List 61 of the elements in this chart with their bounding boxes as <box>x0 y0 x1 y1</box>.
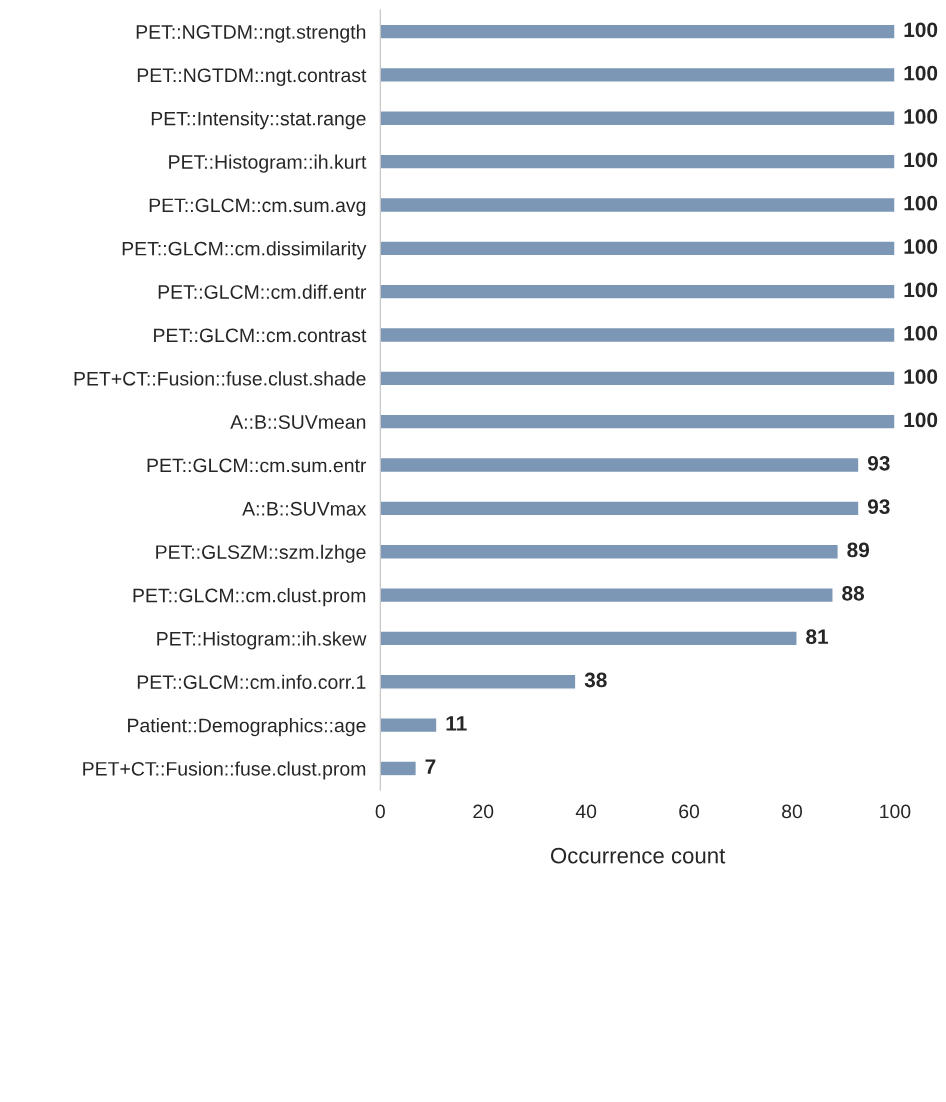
data-label: 11 <box>446 716 467 731</box>
y-tick-label: PET::GLSZM::szm.lzhge <box>156 544 366 563</box>
data-label: 100 <box>904 109 938 124</box>
y-tick-label: A::B::SUVmean <box>230 415 366 429</box>
bar <box>380 760 418 777</box>
data-label: 93 <box>867 499 890 515</box>
y-tick-label: PET::GLCM::cm.dissimilarity <box>122 241 367 260</box>
data-label: 93 <box>867 455 890 471</box>
data-label: 100 <box>904 22 938 38</box>
data-label: 100 <box>904 239 938 254</box>
bar <box>380 413 895 430</box>
y-tick-label: PET+CT::Fusion::fuse.clust.prom <box>83 761 366 780</box>
bar <box>380 23 895 40</box>
bar <box>380 543 840 560</box>
y-tick-label: PET::GLCM::cm.info.corr.1 <box>137 674 366 690</box>
x-tick-label: 0 <box>375 804 385 819</box>
data-label: 100 <box>904 282 938 298</box>
bar <box>380 283 895 300</box>
bar <box>380 587 834 604</box>
x-tick-label: 40 <box>575 804 597 819</box>
data-label: 7 <box>425 759 436 774</box>
y-tick-label: PET::NGTDM::ngt.strength <box>136 24 366 43</box>
x-tick-label: 80 <box>782 804 803 819</box>
bar <box>380 630 798 647</box>
x-tick-label: 60 <box>679 804 700 819</box>
y-tick-label: PET::GLCM::cm.sum.entr <box>147 458 367 473</box>
y-tick-label: PET::GLCM::cm.diff.entr <box>158 284 367 299</box>
bar <box>380 673 577 690</box>
y-tick-label: PET::Intensity::stat.range <box>151 111 366 130</box>
data-label: 100 <box>904 412 938 428</box>
y-tick-label: Patient::Demographics::age <box>128 718 366 737</box>
data-label: 100 <box>904 152 938 168</box>
bar <box>380 500 860 517</box>
data-label: 100 <box>904 195 938 211</box>
x-tick-label: 20 <box>473 804 494 819</box>
bar <box>380 196 895 214</box>
bar <box>380 240 895 257</box>
bar <box>380 456 860 474</box>
x-tick-label: 100 <box>880 804 911 819</box>
y-tick-label: PET::GLCM::cm.contrast <box>154 328 367 343</box>
data-label: 100 <box>904 369 938 384</box>
bar <box>380 370 895 387</box>
bar <box>380 326 895 344</box>
bar <box>380 153 895 170</box>
data-label: 38 <box>584 672 607 688</box>
bar <box>380 66 895 83</box>
data-label: 100 <box>904 325 938 341</box>
y-tick-label: A::B::SUVmax <box>242 501 367 516</box>
y-tick-label: PET::Histogram::ih.skew <box>157 631 367 650</box>
data-label: 89 <box>847 542 870 558</box>
y-tick-label: PET::GLCM::cm.sum.avg <box>149 198 366 217</box>
y-tick-label: PET::GLCM::cm.clust.prom <box>133 588 366 607</box>
bar <box>380 110 895 127</box>
data-label: 100 <box>904 65 938 81</box>
y-tick-label: PET::Histogram::ih.kurt <box>169 154 367 173</box>
bar <box>380 717 438 734</box>
y-tick-label: PET+CT::Fusion::fuse.clust.shade <box>74 371 366 386</box>
data-label: 88 <box>842 585 865 601</box>
data-label: 81 <box>806 629 829 645</box>
x-axis-title: Occurrence count <box>550 847 726 864</box>
y-tick-label: PET::NGTDM::ngt.contrast <box>137 68 367 87</box>
